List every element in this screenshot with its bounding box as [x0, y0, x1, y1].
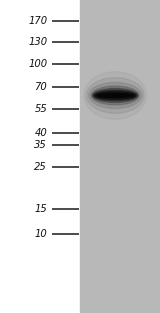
Text: 170: 170: [28, 16, 47, 26]
Text: 130: 130: [28, 37, 47, 47]
Text: 10: 10: [34, 229, 47, 239]
Text: 15: 15: [34, 204, 47, 214]
Bar: [0, 0, 80, 313]
Ellipse shape: [96, 93, 134, 98]
Bar: [80, 0, 160, 313]
Text: 25: 25: [34, 162, 47, 172]
Ellipse shape: [92, 88, 138, 103]
Ellipse shape: [97, 94, 133, 97]
Text: 70: 70: [34, 82, 47, 92]
Ellipse shape: [95, 92, 136, 99]
Text: 100: 100: [28, 59, 47, 69]
Ellipse shape: [86, 78, 144, 113]
Ellipse shape: [89, 82, 142, 109]
Ellipse shape: [94, 90, 137, 101]
Ellipse shape: [91, 86, 139, 105]
Text: 55: 55: [34, 104, 47, 114]
Text: 35: 35: [34, 140, 47, 150]
Text: 40: 40: [34, 128, 47, 138]
